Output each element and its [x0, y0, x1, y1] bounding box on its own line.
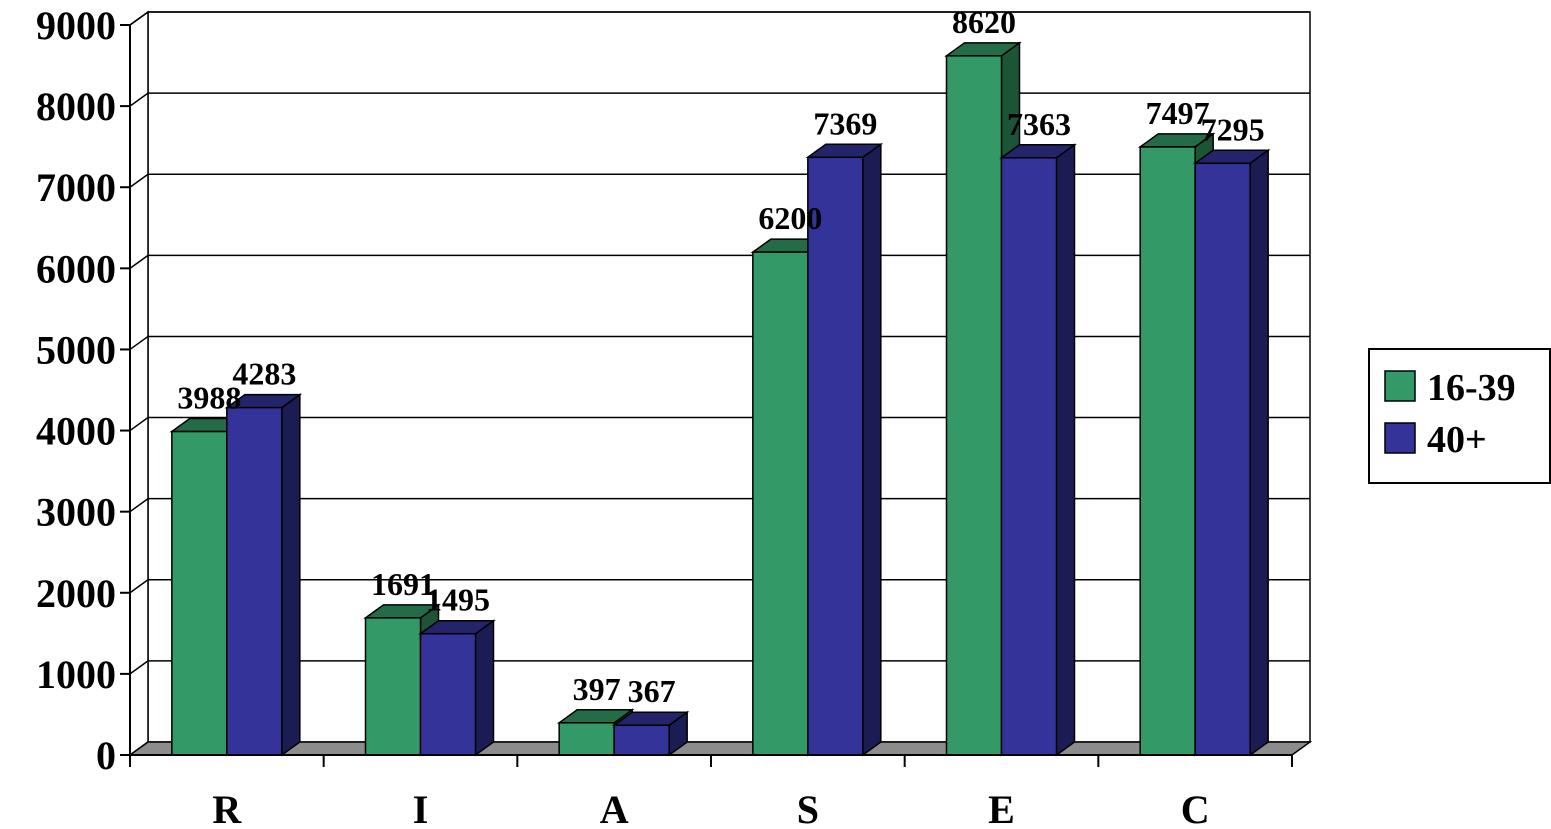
legend-swatch: [1384, 422, 1416, 454]
y-tick-label: 5000: [36, 327, 116, 372]
bar-side: [474, 619, 495, 757]
y-tick-label: 9000: [36, 3, 116, 48]
bar-S-16-39: [752, 251, 809, 756]
side-wall: [129, 10, 149, 757]
y-tick-label: 2000: [36, 571, 116, 616]
x-tick-label: E: [988, 787, 1015, 829]
bars: [169, 41, 1271, 757]
axes: [120, 24, 1293, 767]
data-label: 1691: [371, 566, 435, 602]
floor: [127, 741, 1313, 756]
gridline: [129, 660, 1310, 675]
data-label: 397: [573, 671, 621, 707]
data-label: 3988: [177, 380, 241, 416]
gridline: [129, 579, 1310, 594]
data-label: 7369: [813, 105, 877, 141]
legend-label: 40+: [1427, 419, 1487, 461]
y-tick-labels: 0 1000 2000 3000 4000 5000 6000 7000 8000 9000: [36, 3, 116, 778]
legend-label: 16-39: [1427, 367, 1516, 409]
y-tick-label: 8000: [36, 84, 116, 129]
data-label: 6200: [758, 200, 822, 236]
bar-C-40+: [1194, 162, 1251, 756]
bar-R-40+: [226, 406, 283, 756]
gridline: [129, 416, 1310, 432]
data-label: 367: [628, 673, 676, 709]
gridlines: [129, 11, 1310, 675]
data-label: 4283: [232, 356, 296, 392]
data-label: 1495: [426, 582, 490, 618]
plot-floor: [127, 741, 1313, 756]
x-tick-label: S: [797, 787, 819, 829]
y-tick-label: 1000: [36, 652, 116, 697]
gridline: [129, 497, 1310, 513]
legend: 16-39 40+: [1368, 348, 1551, 484]
gridline: [129, 11, 1310, 26]
data-label: 7295: [1201, 111, 1265, 147]
legend-swatch: [1384, 370, 1416, 402]
bar-S-40+: [807, 156, 864, 756]
gridline: [129, 173, 1310, 188]
bar-C-16-39: [1139, 146, 1196, 756]
bar-side: [1249, 148, 1269, 757]
bar-I-16-39: [364, 617, 422, 756]
y-tick-label: 4000: [36, 409, 116, 454]
data-label: 7497: [1146, 95, 1210, 131]
x-tick-label: A: [600, 787, 629, 829]
data-label: 7363: [1007, 106, 1071, 142]
back-wall: [147, 11, 1311, 743]
gridline: [129, 335, 1310, 351]
bar-I-40+: [419, 632, 477, 756]
x-tick-label: I: [413, 787, 429, 829]
y-tick-label: 3000: [36, 490, 116, 535]
data-label: 8620: [952, 4, 1016, 40]
bar-R-16-39: [171, 430, 228, 756]
bar-A-16-39: [558, 722, 615, 756]
bar-E-40+: [1000, 157, 1058, 756]
bar-side: [1055, 143, 1076, 757]
x-tick-label: R: [212, 787, 242, 829]
bar-side: [281, 393, 301, 757]
plot-walls: [129, 10, 1311, 757]
x-tick-label: C: [1181, 787, 1210, 829]
y-tick-label: 7000: [36, 165, 116, 210]
y-tick-label: 6000: [36, 246, 116, 291]
y-tick-label: 0: [96, 733, 116, 778]
gridline: [129, 254, 1310, 269]
bar-A-40+: [613, 724, 670, 756]
gridline: [129, 92, 1310, 107]
bar-E-16-39: [945, 55, 1003, 756]
bar-side: [862, 142, 882, 757]
